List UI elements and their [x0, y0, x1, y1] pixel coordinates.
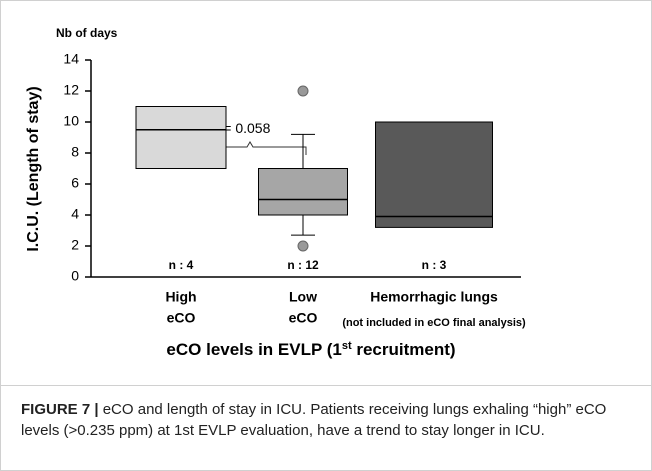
- p-text: = 0.058: [223, 120, 270, 136]
- caption-text: eCO and length of stay in ICU. Patients …: [21, 401, 607, 439]
- category-label: Low: [289, 289, 317, 305]
- y-axis-title: I.C.U. (Length of stay): [25, 86, 42, 251]
- y-tick-label: 12: [63, 82, 79, 98]
- category-label: Hemorrhagic lungs: [370, 289, 498, 305]
- x-axis-title: eCO levels in EVLP (1st recruitment): [166, 340, 455, 360]
- x-title-part: recruitment): [352, 340, 456, 359]
- caption-label: FIGURE 7 |: [21, 401, 99, 418]
- outlier: [297, 240, 309, 252]
- separator: [1, 385, 651, 386]
- n-label: n : 12: [287, 258, 319, 272]
- category-label: High: [165, 289, 196, 305]
- outlier: [297, 85, 309, 97]
- caption: FIGURE 7 | eCO and length of stay in ICU…: [21, 399, 631, 441]
- chart: Nb of days I.C.U. (Length of stay) eCO l…: [25, 26, 526, 360]
- category-label: eCO: [167, 310, 196, 326]
- x-title-part: eCO levels in EVLP (1: [166, 340, 341, 359]
- n-label: n : 3: [422, 258, 447, 272]
- x-title-sup: st: [342, 340, 352, 352]
- box: [258, 168, 348, 216]
- y-tick-label: 8: [71, 144, 79, 160]
- box: [375, 121, 493, 228]
- y-tick-label: 4: [71, 206, 79, 222]
- n-label: n : 4: [169, 258, 194, 272]
- y-tick-label: 2: [71, 237, 79, 253]
- category-label: eCO: [289, 310, 318, 326]
- category-label: (not included in eCO final analysis): [342, 317, 526, 329]
- y-tick-label: 6: [71, 175, 79, 191]
- y-unit-label: Nb of days: [56, 26, 118, 40]
- box: [135, 106, 227, 169]
- y-tick-label: 10: [63, 113, 79, 129]
- y-tick-label: 0: [71, 268, 79, 284]
- y-tick-label: 14: [63, 51, 79, 67]
